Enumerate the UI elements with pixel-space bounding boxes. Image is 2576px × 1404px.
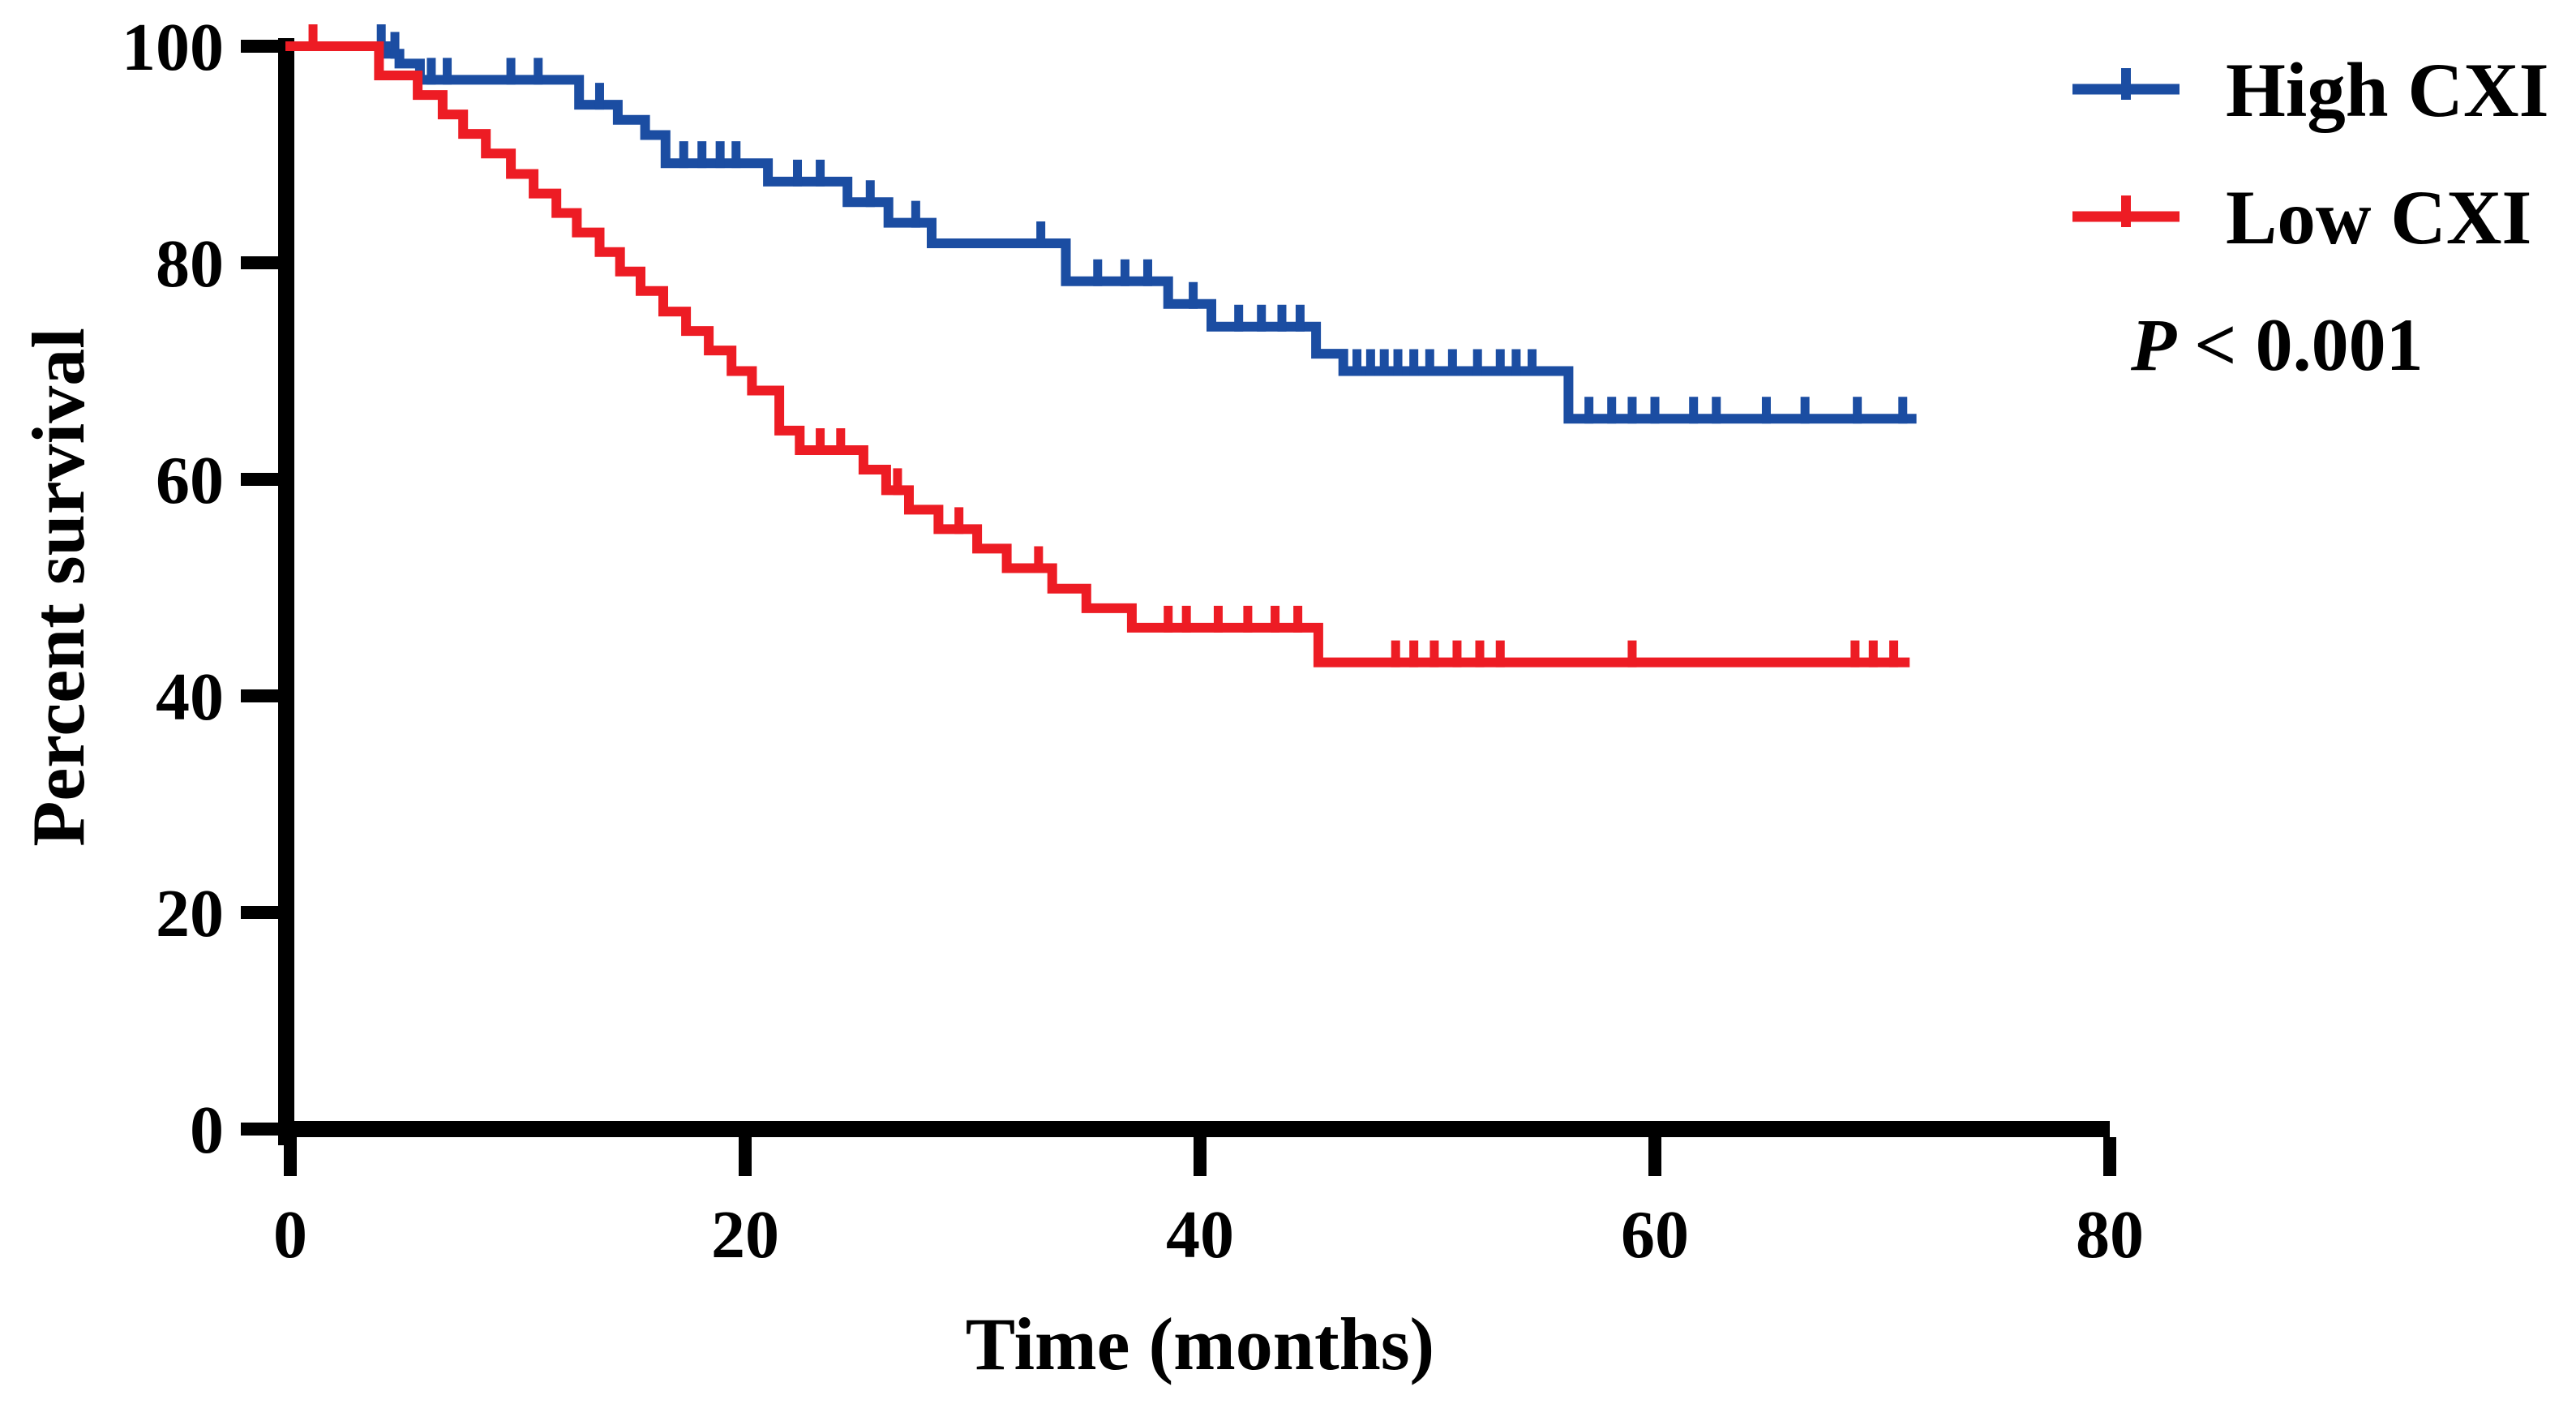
legend-label-high-cxi: High CXI [2226,47,2549,133]
y-tick-label: 0 [190,1093,224,1168]
high-cxi-curve [285,41,1917,424]
tick-labels: 0 20 40 60 80 100 0 20 40 60 80 [122,10,2144,1273]
axes [241,38,2116,1176]
x-tick-label: 40 [1166,1197,1234,1273]
x-axis-title: Time (months) [966,1303,1434,1385]
p-value-symbol: P [2130,303,2177,386]
x-tick-label: 0 [273,1197,307,1273]
curves [285,24,1917,668]
p-value-annotation: P < 0.001 [2130,303,2424,386]
y-tick-label: 100 [122,10,224,85]
y-tick-label: 80 [156,226,224,302]
x-tick-label: 80 [2076,1197,2144,1273]
y-tick-label: 60 [156,443,224,518]
y-tick-label: 40 [156,659,224,735]
y-tick-label: 20 [156,876,224,951]
legend-markers [2072,68,2180,227]
x-tick-label: 60 [1621,1197,1689,1273]
p-value-text: < 0.001 [2194,303,2423,386]
y-axis-title: Percent survival [17,328,100,847]
x-tick-label: 20 [711,1197,779,1273]
legend-label-low-cxi: Low CXI [2226,174,2531,260]
low-cxi-curve [285,41,1910,668]
